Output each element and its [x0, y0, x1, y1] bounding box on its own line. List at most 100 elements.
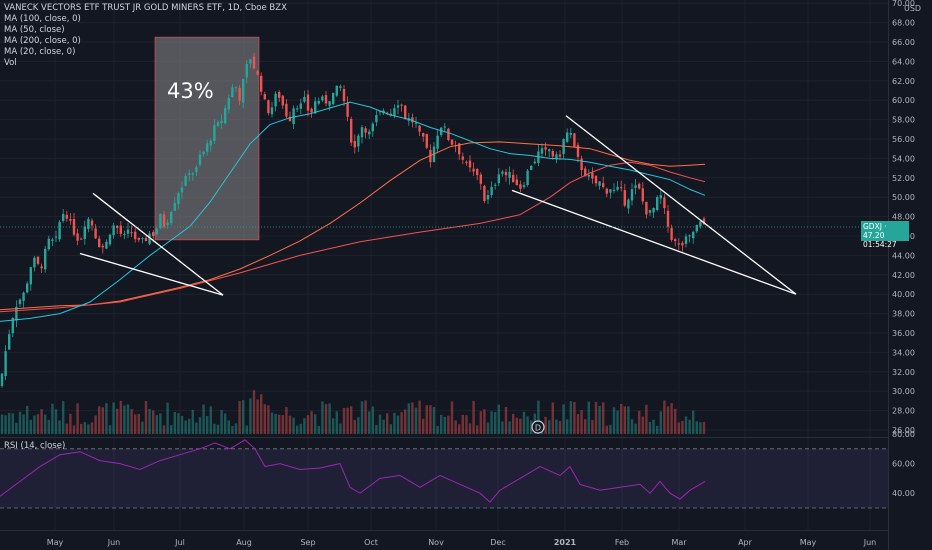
candle: [328, 101, 331, 111]
volume-bar: [224, 413, 227, 434]
rsi-axis[interactable]: 40.00 60.00 80.00: [892, 430, 915, 498]
volume-bar: [148, 408, 151, 434]
candle: [508, 166, 511, 185]
legend-ma200[interactable]: MA (200, close, 0): [4, 36, 81, 46]
price-tick-label: 28.00: [892, 407, 915, 416]
candle: [123, 230, 126, 240]
candle: [630, 183, 634, 206]
candle: [400, 103, 403, 112]
volume-bar: [119, 400, 122, 434]
volume-bar: [54, 409, 58, 434]
volume-bar: [231, 425, 234, 434]
volume-bar: [213, 423, 216, 434]
candle: [162, 211, 166, 229]
volume-bar: [234, 423, 238, 434]
volume-bar: [418, 400, 421, 434]
grid: [0, 0, 888, 530]
candle: [324, 90, 328, 107]
volume-bar: [350, 406, 353, 434]
volume-bar: [620, 403, 623, 434]
legend-ma100[interactable]: MA (100, close, 0): [4, 14, 81, 24]
volume-bar: [339, 423, 342, 434]
candle: [267, 99, 270, 116]
candle: [573, 132, 576, 148]
volume-bar: [98, 406, 101, 434]
volume-bar: [87, 424, 90, 434]
candle: [364, 126, 367, 139]
legend-ma50[interactable]: MA (50, close): [4, 25, 65, 35]
volume-bar: [116, 408, 119, 434]
price-tick-label: 68.00: [892, 19, 915, 28]
volume-bar: [152, 410, 155, 434]
volume-bar: [641, 416, 644, 434]
dividend-icon[interactable]: [531, 420, 545, 434]
volume-bar: [292, 417, 295, 434]
trendline[interactable]: [92, 192, 224, 296]
volume-bar: [659, 411, 662, 434]
candle: [461, 152, 464, 165]
trendlines[interactable]: [79, 115, 797, 296]
volume-bar: [321, 401, 324, 434]
volume-bar: [62, 401, 65, 434]
candle: [94, 224, 97, 239]
candle: [544, 142, 547, 156]
volume-bar: [281, 415, 284, 434]
price-tick-label: 36.00: [892, 329, 915, 338]
trendline[interactable]: [79, 252, 224, 296]
time-axis[interactable]: May Jun Jul Aug Sep Oct Nov Dec 2021 Feb Mar Apr May…: [47, 538, 877, 547]
candle: [562, 138, 565, 159]
volume-bar: [411, 402, 414, 434]
volume-bar: [692, 410, 695, 434]
candle: [4, 345, 7, 381]
candle: [591, 167, 594, 184]
volume-bar: [371, 406, 374, 434]
volume-bar: [605, 425, 608, 434]
candle: [231, 84, 234, 98]
volume-bar: [134, 414, 137, 434]
candle: [278, 90, 281, 103]
volume-bar: [112, 402, 115, 434]
legend-ma20[interactable]: MA (20, close, 0): [4, 47, 76, 57]
trendline[interactable]: [511, 189, 797, 295]
volume-bar: [357, 417, 360, 434]
candle: [666, 205, 670, 233]
volume-bar: [616, 410, 619, 434]
candle: [224, 104, 227, 125]
volume-bar: [310, 411, 313, 434]
volume-bar: [18, 411, 22, 434]
volume-bar: [191, 409, 194, 434]
candle: [180, 181, 184, 199]
candle: [695, 224, 698, 234]
symbol-title[interactable]: VANECK VECTORS ETF TRUST JR GOLD MINERS …: [4, 3, 287, 13]
legend-vol[interactable]: Vol: [4, 58, 17, 68]
volume-bar: [584, 419, 587, 434]
volume-bar: [490, 411, 493, 434]
volume-bar: [26, 405, 29, 434]
price-tick-label: 38.00: [892, 310, 915, 319]
time-tick-label: Dec: [490, 538, 505, 547]
candle: [497, 168, 500, 186]
volume-bar: [382, 419, 385, 434]
legend-rsi[interactable]: RSI (14, close): [4, 441, 66, 451]
badge-price: 47.20: [863, 231, 885, 240]
price-axis[interactable]: USD 26.00 28.00 30.00 32.00 34.00 36.00 38.00 40…: [892, 0, 921, 435]
candle: [242, 78, 245, 109]
volume-bar: [674, 408, 677, 434]
trendline[interactable]: [565, 115, 797, 295]
volume-bar: [252, 390, 256, 434]
candle: [314, 96, 317, 114]
volume-bar: [569, 401, 572, 434]
volume-bar: [29, 419, 32, 434]
volume-bar: [303, 418, 306, 434]
volume-bar: [80, 423, 83, 434]
dividend-marker[interactable]: D: [531, 420, 545, 434]
price-tick-label: 56.00: [892, 135, 915, 144]
volume-bar: [393, 412, 396, 434]
volume-bar: [285, 407, 288, 434]
candle: [274, 91, 277, 112]
candle: [468, 155, 472, 173]
volume-bar: [173, 412, 176, 434]
volume-bar: [648, 421, 652, 434]
volume-bar: [278, 414, 281, 434]
